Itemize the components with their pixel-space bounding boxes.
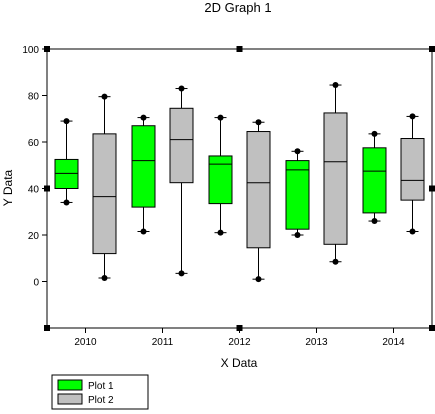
box-body [285, 160, 310, 230]
selection-handle [236, 46, 243, 52]
max-point [178, 85, 185, 92]
box-body [92, 133, 117, 255]
chart-title: 2D Graph 1 [204, 0, 271, 15]
min-point [217, 229, 224, 236]
min-point [371, 218, 378, 225]
y-tick-label: 20 [28, 231, 40, 242]
chart-marks [54, 82, 425, 283]
max-point [255, 119, 262, 126]
y-axis-label: Y Data [1, 169, 15, 206]
max-point [409, 113, 416, 120]
box-body [323, 112, 348, 245]
selection-handle [44, 325, 50, 331]
max-point [371, 130, 378, 137]
box-plot-1-2014 [362, 130, 387, 225]
y-tick-label: 0 [33, 278, 39, 289]
max-point [294, 148, 301, 155]
min-point [140, 228, 147, 235]
x-tick-label: 2010 [74, 337, 97, 348]
min-point [255, 276, 262, 283]
y-tick-label: 80 [28, 92, 40, 103]
box-body [131, 125, 156, 208]
legend-label: Plot 2 [88, 395, 114, 406]
x-axis: 2010 2011 2012 2013 2014 [74, 328, 405, 348]
min-point [294, 232, 301, 238]
box-plot-2-2012 [246, 119, 271, 283]
selection-handle [429, 325, 435, 331]
legend: Plot 1 Plot 2 [51, 374, 149, 410]
min-point [332, 258, 339, 265]
x-tick-label: 2014 [382, 337, 405, 348]
box-body [208, 155, 233, 205]
legend-swatch [57, 379, 83, 391]
y-tick-label: 100 [22, 45, 39, 56]
min-point [409, 228, 416, 235]
box-body [362, 147, 387, 214]
box-plot-1-2010 [54, 118, 79, 206]
max-point [140, 114, 147, 121]
selection-handle [429, 46, 435, 52]
max-point [332, 82, 339, 89]
x-tick-label: 2012 [228, 337, 251, 348]
selection-handle [429, 185, 435, 192]
box-plot-1-2011 [131, 114, 156, 235]
box-plot-1-2013 [285, 148, 310, 238]
box-plot-2-2010 [92, 93, 117, 282]
x-axis-label: X Data [221, 356, 258, 370]
x-tick-label: 2011 [152, 337, 174, 348]
legend-label: Plot 1 [88, 381, 114, 392]
box-plot-1-2012 [208, 114, 233, 236]
min-point [63, 199, 70, 206]
max-point [63, 118, 70, 125]
min-point [178, 270, 185, 277]
min-point [101, 275, 108, 282]
max-point [101, 93, 108, 100]
box-plot-2-2013 [323, 82, 348, 265]
box-plot-2-2014 [400, 113, 425, 235]
legend-swatch [57, 393, 83, 405]
box-body [400, 138, 425, 201]
box-body [54, 158, 79, 189]
box-plot-2-2011 [169, 85, 194, 277]
x-tick-label: 2013 [305, 337, 328, 348]
y-axis: 0 20 40 60 80 100 [22, 45, 47, 289]
y-tick-label: 40 [28, 185, 40, 196]
max-point [217, 114, 224, 121]
box-body [246, 131, 271, 249]
y-tick-label: 60 [28, 138, 40, 149]
box-body [169, 107, 194, 184]
